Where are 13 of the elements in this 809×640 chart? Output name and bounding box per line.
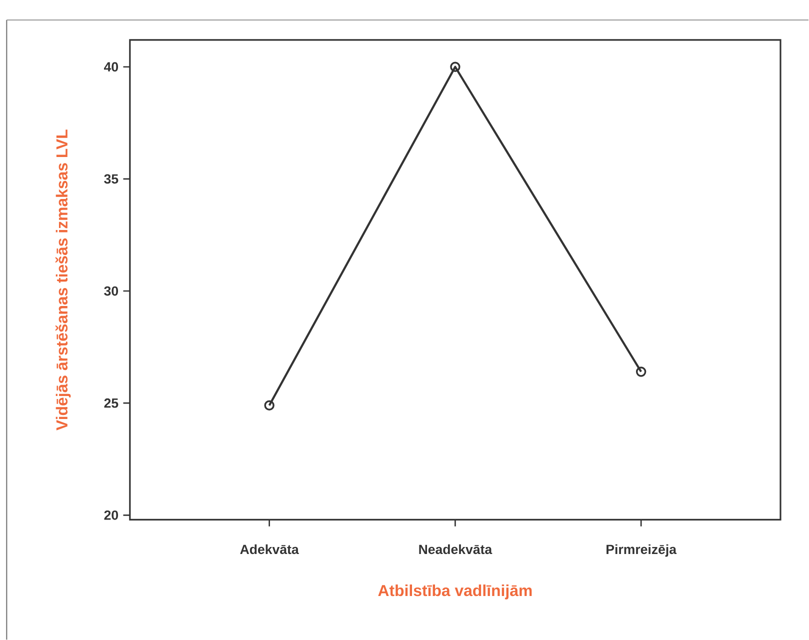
x-tick-label: Neadekvāta — [419, 544, 492, 554]
x-tick-label: Pirmreizēja — [606, 544, 677, 557]
y-tick-label: 25 — [104, 398, 118, 408]
y-tick-label: 35 — [104, 174, 118, 184]
y-tick-label: 30 — [104, 286, 118, 296]
y-tick-label: 20 — [104, 510, 118, 520]
y-tick-label: 40 — [104, 62, 118, 72]
x-axis-title: Atbilstība vadlīnijām — [378, 584, 532, 600]
y-axis-title: Vidējās ārstēšanas tiešās izmaksas LVL — [56, 130, 71, 430]
point — [636, 366, 646, 377]
point — [264, 400, 274, 410]
point — [450, 62, 460, 72]
x-tick-label: Adekvāta — [240, 544, 299, 554]
